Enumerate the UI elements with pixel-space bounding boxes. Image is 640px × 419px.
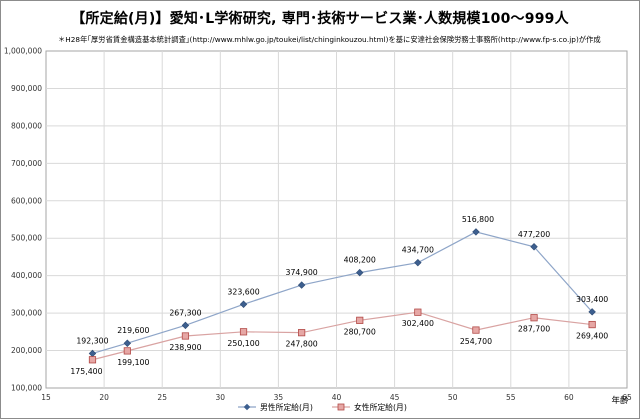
legend-male-label: 男性所定給(月) [260,402,313,412]
male-data-label: 267,300 [169,308,201,317]
x-tick-label: 65 [622,393,632,402]
male-data-point [297,281,306,289]
male-data-point [356,268,364,277]
x-tick-label: 40 [332,393,342,402]
female-data-label: 250,100 [227,339,259,348]
chart-source-note: ＊H28年｢厚労省賃金構造基本統計調査｣(http://www.mhlw.go.… [58,35,601,44]
male-data-label: 434,700 [402,246,434,255]
male-data-point [472,228,480,236]
male-data-point [181,321,190,330]
male-data-label: 516,800 [462,215,494,224]
male-data-point [239,300,248,308]
y-tick-label: 400,000 [11,271,42,280]
male-data-label: 303,400 [576,295,608,304]
male-data-label: 323,600 [227,287,259,296]
female-data-label: 238,900 [169,343,201,352]
male-data-point [123,339,132,347]
female-data-label: 287,700 [518,325,550,334]
x-tick-label: 50 [448,393,458,402]
female-data-point [298,329,306,337]
y-tick-label: 200,000 [11,346,42,355]
x-tick-label: 55 [506,393,516,402]
female-data-point [588,320,596,329]
y-tick-label: 800,000 [11,121,42,130]
x-tick-label: 45 [390,393,400,402]
female-data-label: 302,400 [402,319,434,328]
female-data-label: 269,400 [576,332,608,341]
female-data-point [356,316,364,324]
female-data-point [530,314,538,322]
male-data-point [414,258,422,267]
legend-male-marker [243,403,251,411]
y-tick-label: 600,000 [11,196,42,205]
male-data-point [588,308,596,316]
y-tick-label: 900,000 [11,84,42,93]
female-data-point [181,332,190,340]
female-data-label: 247,800 [286,340,318,349]
female-data-label: 199,100 [117,358,149,367]
x-tick-label: 35 [274,393,284,402]
legend-female-marker [337,403,345,411]
male-data-point [530,243,538,251]
legend-female-label: 女性所定給(月) [354,402,407,412]
female-data-point [88,356,97,364]
y-tick-label: 300,000 [11,309,42,318]
female-series-line [92,311,593,361]
female-data-point [472,326,480,334]
female-data-point [239,328,248,336]
male-data-label: 374,900 [286,268,318,277]
x-tick-label: 15 [41,393,51,402]
male-data-label: 477,200 [518,230,550,239]
y-tick-label: 700,000 [11,159,42,168]
x-tick-label: 20 [99,393,109,402]
chart-title: 【所定給(月)】愛知･L学術研究, 専門･技術サービス業･人数規模100～999… [71,11,569,27]
female-data-label: 254,700 [460,337,492,346]
y-tick-label: 500,000 [11,234,42,243]
female-data-point [414,308,422,316]
female-data-point [123,347,131,355]
y-tick-label: 100,000 [11,384,42,393]
male-series-line [92,231,593,355]
male-data-label: 219,600 [117,326,149,335]
y-tick-label: 1,000,000 [4,47,42,56]
x-tick-label: 60 [564,393,574,402]
x-tick-label: 25 [157,393,167,402]
x-tick-label: 30 [216,393,226,402]
x-axis-label: 年齢 [611,395,629,406]
male-data-label: 192,300 [76,336,108,345]
female-data-label: 175,400 [70,367,102,376]
female-data-label: 280,700 [344,327,376,336]
male-data-label: 408,200 [344,256,376,265]
